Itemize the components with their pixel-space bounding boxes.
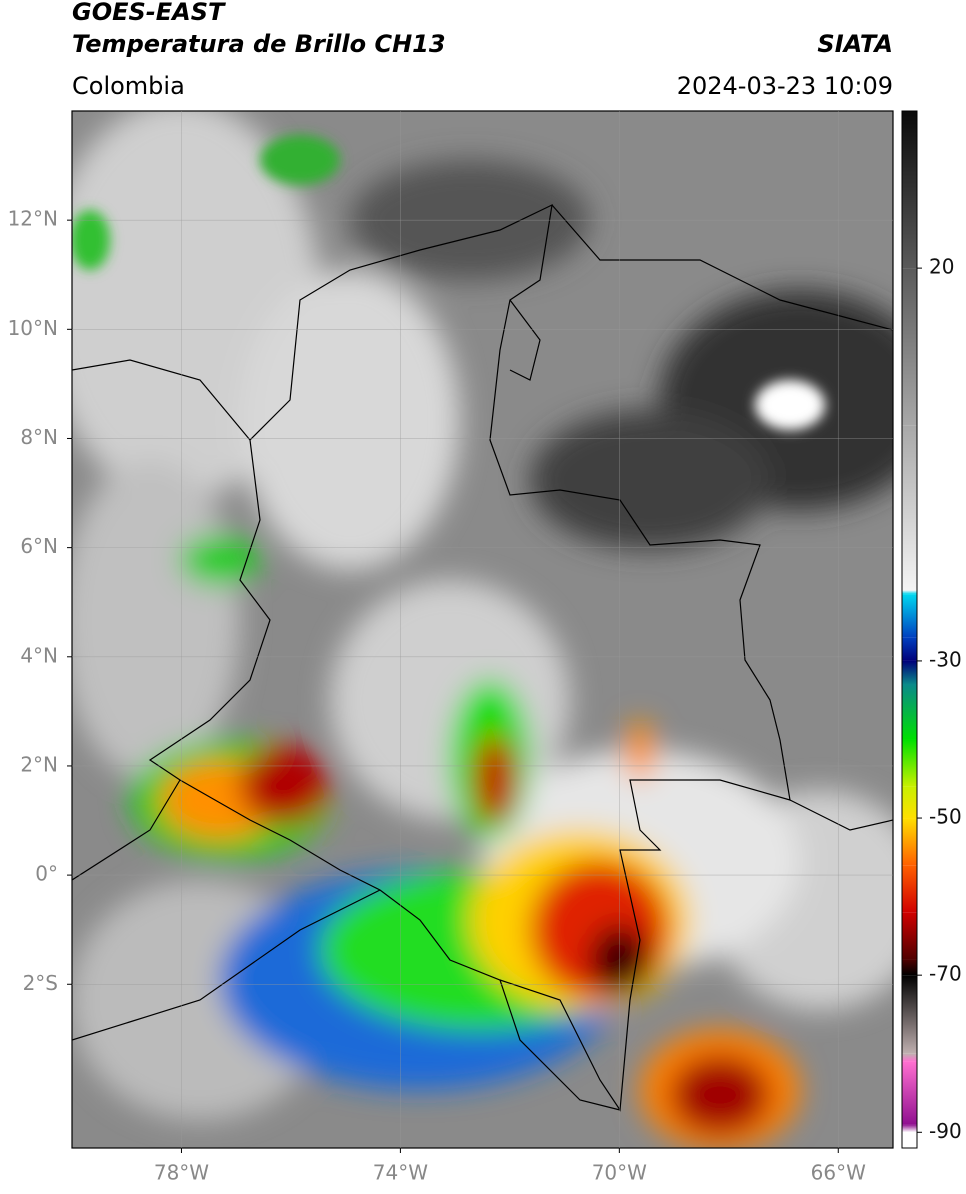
colorbar-segment xyxy=(902,590,917,595)
colorbar-segment xyxy=(902,268,917,426)
colorbar-tick-label: -30 xyxy=(929,647,962,671)
chart-title: Temperatura de Brillo CH13 xyxy=(72,30,446,58)
lat-tick-label: 2°N xyxy=(20,752,58,776)
colorbar-segment xyxy=(902,1053,917,1062)
colorbar-segment xyxy=(902,786,917,819)
colorbar-segment xyxy=(902,637,917,661)
lat-tick-label: 10°N xyxy=(8,316,58,340)
lat-tick-label: 2°S xyxy=(23,971,58,995)
colorbar-segment xyxy=(902,425,917,591)
colorbar-frame xyxy=(901,110,918,1149)
colorbar-tick-label: -50 xyxy=(929,805,962,829)
colorbar-tick-label: 20 xyxy=(929,255,954,279)
product-title: GOES-EAST xyxy=(72,0,226,26)
colorbar-segment xyxy=(902,818,917,866)
colorbar-segment xyxy=(902,1124,917,1133)
lat-tick-label: 4°N xyxy=(20,643,58,667)
lat-tick-label: 8°N xyxy=(20,425,58,449)
colorbar-segment xyxy=(902,684,917,740)
colorbar-segment xyxy=(902,739,917,787)
colorbar-tick-label: -90 xyxy=(929,1119,962,1143)
colorbar-segment xyxy=(902,1132,917,1148)
lon-tick-label: 66°W xyxy=(811,1161,866,1185)
lon-tick-label: 74°W xyxy=(373,1161,428,1185)
lon-tick-label: 70°W xyxy=(592,1161,647,1185)
map-frame xyxy=(71,110,894,1149)
colorbar-segment xyxy=(902,865,917,913)
colorbar-tick-label: -70 xyxy=(929,962,962,986)
source: SIATA xyxy=(817,30,893,58)
colorbar-segment xyxy=(902,594,917,638)
datetime: 2024-03-23 10:09 xyxy=(677,72,893,100)
colorbar-segment xyxy=(902,975,917,1054)
region: Colombia xyxy=(72,72,185,100)
lon-tick-label: 78°W xyxy=(154,1161,209,1185)
colorbar-segment xyxy=(902,959,917,976)
colorbar-segment xyxy=(902,912,917,960)
lat-tick-label: 0° xyxy=(35,862,58,886)
satellite-image xyxy=(72,111,893,1148)
lat-tick-label: 12°N xyxy=(8,207,58,231)
colorbar-segment xyxy=(902,111,917,269)
overlay: 12°N 10°N 8°N 6°N 4°N 2°N 0° 2°S 78°W 74°W 70°W 66°… xyxy=(8,111,962,1185)
colorbar-segment xyxy=(902,1061,917,1125)
colorbar-segment xyxy=(902,660,917,685)
lat-tick-label: 6°N xyxy=(20,534,58,558)
